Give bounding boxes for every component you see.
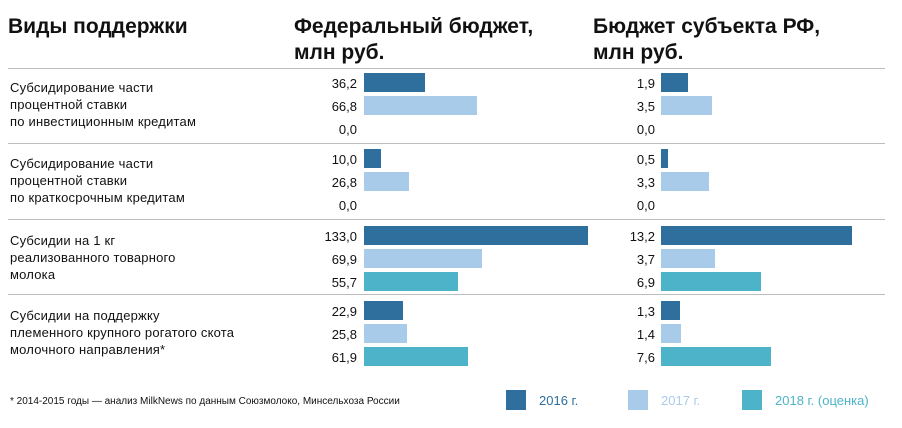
- legend-label: 2017 г.: [661, 393, 701, 408]
- regional-value-label: 13,2: [629, 229, 655, 244]
- federal-value-label: 55,7: [331, 275, 357, 290]
- row-divider: [8, 143, 885, 144]
- legend-swatch: [506, 390, 526, 410]
- federal-value-label: 26,8: [331, 175, 357, 190]
- category-label: Субсидии на 1 кг реализованного товарног…: [10, 233, 176, 282]
- regional-value-label: 1,3: [636, 304, 655, 319]
- regional-value-label: 6,9: [636, 275, 655, 290]
- column-header-regional-budget: Бюджет субъекта РФ, млн руб.: [593, 15, 821, 64]
- column-header-support-types: Виды поддержки: [8, 15, 188, 38]
- regional-bar: [661, 347, 771, 366]
- category-label: Субсидирование части процентной ставки п…: [10, 80, 197, 129]
- regional-bar: [661, 226, 852, 245]
- category-label: Субсидирование части процентной ставки п…: [10, 156, 185, 205]
- federal-value-label: 0,0: [338, 198, 357, 213]
- regional-value-label: 1,4: [636, 327, 655, 342]
- legend-swatch: [628, 390, 648, 410]
- federal-bar: [364, 301, 403, 320]
- regional-value-label: 7,6: [636, 350, 655, 365]
- regional-value-label: 3,3: [636, 175, 655, 190]
- regional-value-label: 0,0: [636, 198, 655, 213]
- federal-value-label: 36,2: [331, 76, 357, 91]
- regional-bar: [661, 172, 709, 191]
- federal-bar: [364, 347, 469, 366]
- regional-value-label: 1,9: [636, 76, 655, 91]
- federal-value-label: 61,9: [331, 350, 357, 365]
- legend-label: 2016 г.: [539, 393, 579, 408]
- federal-bar: [364, 96, 477, 115]
- federal-value-label: 10,0: [331, 152, 357, 167]
- federal-value-label: 69,9: [331, 252, 357, 267]
- header-divider: [8, 68, 885, 69]
- regional-bar: [661, 73, 689, 92]
- regional-value-label: 0,0: [636, 122, 655, 137]
- legend-label: 2018 г. (оценка): [775, 393, 869, 408]
- federal-bar: [364, 226, 588, 245]
- legend-swatch: [742, 390, 762, 410]
- federal-value-label: 66,8: [331, 99, 357, 114]
- federal-value-label: 22,9: [331, 304, 357, 319]
- federal-value-label: 133,0: [324, 229, 357, 244]
- federal-value-label: 0,0: [338, 122, 357, 137]
- regional-value-label: 0,5: [636, 152, 655, 167]
- federal-bar: [364, 272, 458, 291]
- federal-bar: [364, 172, 410, 191]
- regional-bar: [661, 272, 761, 291]
- federal-bar: [364, 249, 482, 268]
- regional-value-label: 3,7: [636, 252, 655, 267]
- regional-value-label: 3,5: [636, 99, 655, 114]
- footnote: * 2014-2015 годы — анализ MilkNews по да…: [10, 396, 400, 407]
- regional-bar: [661, 96, 712, 115]
- regional-bar: [661, 149, 669, 168]
- category-label: Субсидии на поддержку племенного крупног…: [10, 308, 235, 357]
- regional-bar: [661, 301, 680, 320]
- federal-value-label: 25,8: [331, 327, 357, 342]
- row-divider: [8, 219, 885, 220]
- row-divider: [8, 294, 885, 295]
- federal-bar: [364, 73, 425, 92]
- federal-bar: [364, 149, 381, 168]
- regional-bar: [661, 324, 682, 343]
- federal-bar: [364, 324, 408, 343]
- regional-bar: [661, 249, 715, 268]
- column-header-federal-budget: Федеральный бюджет, млн руб.: [294, 15, 534, 64]
